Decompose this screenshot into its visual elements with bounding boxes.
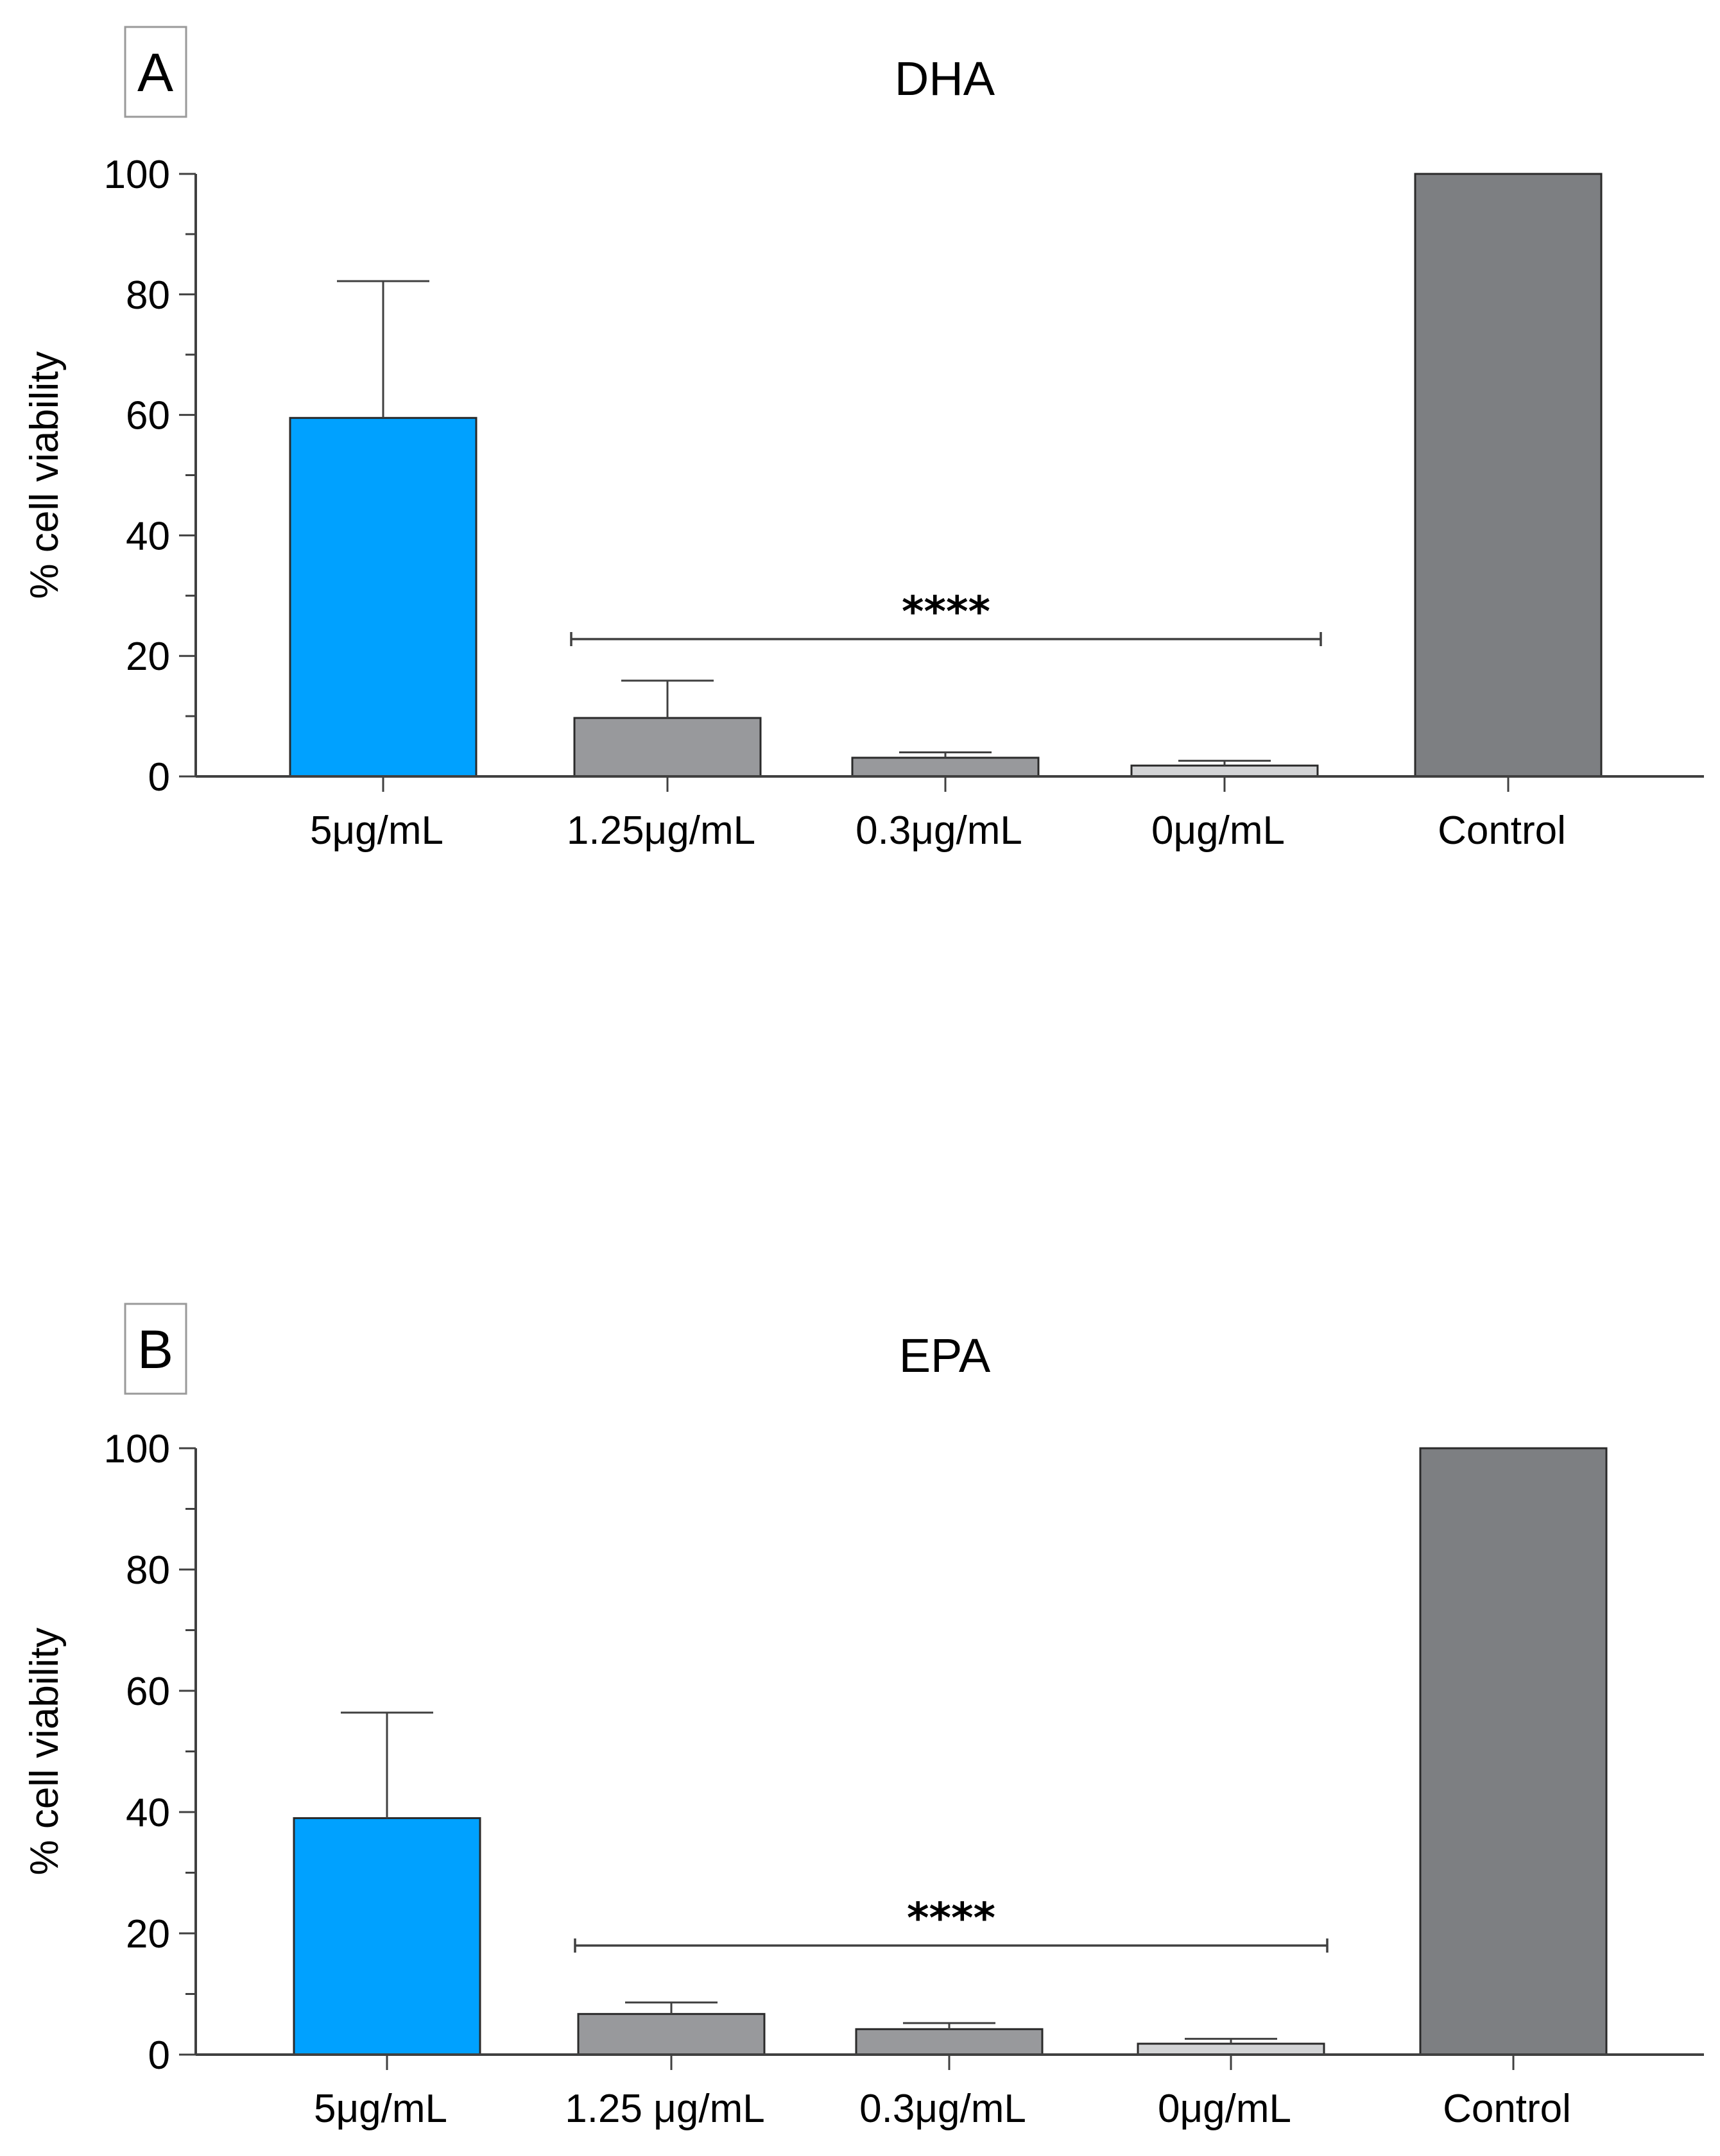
x-category-label: 0μg/mL: [1151, 809, 1285, 853]
panel-a: A DHA % cell viability 0 20 40 60 80 100 5μg/mL 1.…: [22, 26, 1704, 853]
y-tick-label: 60: [126, 394, 170, 438]
bar-0: [293, 1817, 481, 2056]
bar-2: [855, 2028, 1044, 2056]
bar-1: [573, 717, 762, 778]
panel-letter-box: [124, 26, 187, 118]
y-tick-label: 60: [126, 1670, 170, 1714]
x-category-label: 1.25 μg/mL: [565, 2087, 764, 2131]
y-tick-label: 0: [148, 2033, 170, 2078]
chart-title: DHA: [895, 52, 995, 105]
chart-title: EPA: [899, 1329, 991, 1382]
y-tick-label: 80: [126, 273, 170, 318]
panel-letter: A: [137, 42, 173, 103]
x-category-label: 0.3μg/mL: [856, 809, 1022, 853]
panel-letter: B: [137, 1319, 173, 1380]
y-tick-label: 0: [148, 755, 170, 800]
x-category-label: 0.3μg/mL: [859, 2087, 1026, 2131]
y-tick-label: 20: [126, 1912, 170, 1956]
bar-4: [1414, 173, 1603, 778]
x-category-label: 0μg/mL: [1158, 2087, 1291, 2131]
significance-label: ****: [902, 587, 990, 637]
y-axis-label: % cell viability: [22, 352, 67, 599]
y-tick-label: 100: [104, 153, 170, 197]
y-tick-label: 100: [104, 1427, 170, 1471]
x-category-label: 5μg/mL: [310, 809, 443, 853]
y-tick-label: 40: [126, 514, 170, 558]
significance-label: ****: [907, 1894, 995, 1943]
y-axis-label: % cell viability: [22, 1628, 67, 1876]
y-tick-label: 40: [126, 1791, 170, 1835]
y-tick-label: 20: [126, 635, 170, 679]
bar-4: [1419, 1447, 1608, 2056]
bar-0: [289, 416, 477, 778]
x-category-label: Control: [1443, 2087, 1571, 2131]
bar-3: [1130, 764, 1319, 778]
bar-2: [851, 757, 1040, 778]
panel-b: B EPA % cell viability 0 20 40 60 80 100 5μg/mL 1.…: [22, 1303, 1704, 2131]
y-tick-label: 80: [126, 1548, 170, 1593]
x-category-label: 1.25μg/mL: [567, 809, 755, 853]
x-category-label: Control: [1438, 809, 1566, 853]
bar-1: [577, 2013, 766, 2056]
panel-letter-box: [124, 1303, 187, 1395]
bar-3: [1137, 2042, 1325, 2056]
x-category-label: 5μg/mL: [314, 2087, 447, 2131]
